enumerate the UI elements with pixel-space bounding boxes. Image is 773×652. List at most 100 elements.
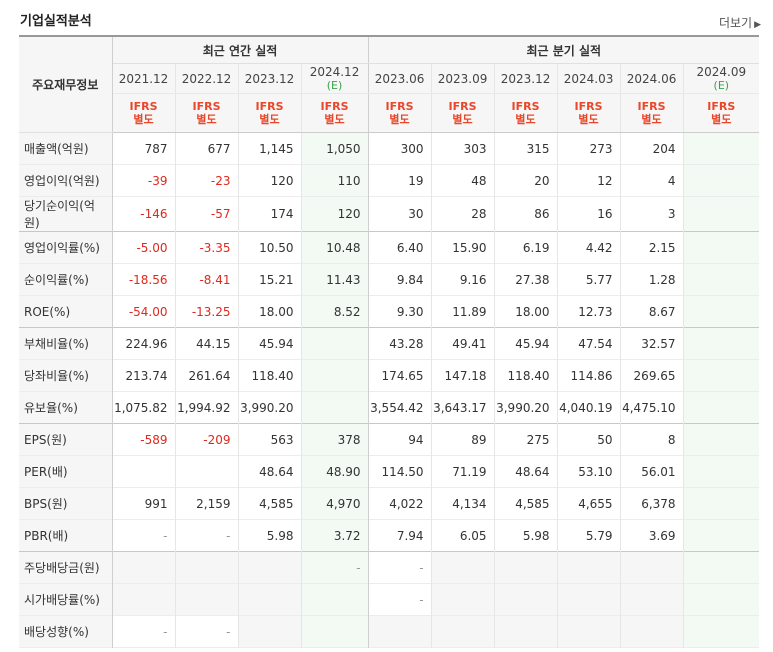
value-cell: 47.54 bbox=[557, 327, 621, 360]
ifrs-label: IFRS bbox=[707, 100, 736, 113]
row-label: PER(배) bbox=[19, 455, 113, 488]
value-cell bbox=[494, 615, 558, 648]
ifrs-label: IFRS bbox=[320, 100, 349, 113]
value-cell: 120 bbox=[238, 164, 302, 197]
value-cell: 71.19 bbox=[431, 455, 495, 488]
value-cell: 5.98 bbox=[238, 519, 302, 552]
value-cell bbox=[301, 327, 369, 360]
row-label: 영업이익(억원) bbox=[19, 164, 113, 197]
value-cell: - bbox=[175, 519, 239, 552]
value-cell: 48 bbox=[431, 164, 495, 197]
ifrs-header: IFRS 별도 bbox=[112, 93, 176, 133]
value-cell bbox=[494, 583, 558, 616]
value-cell: 315 bbox=[494, 132, 558, 165]
value-cell: 3,643.17 bbox=[431, 391, 495, 424]
ifrs-header: IFRS 별도 bbox=[175, 93, 239, 133]
period-header: 2023.12 bbox=[238, 63, 302, 94]
value-cell: 10.50 bbox=[238, 231, 302, 264]
value-cell bbox=[683, 164, 760, 197]
value-cell: -23 bbox=[175, 164, 239, 197]
value-cell: 114.86 bbox=[557, 359, 621, 392]
table-row: ROE(%) -54.00 -13.25 18.00 8.52 9.30 11.89 18.0… bbox=[19, 295, 760, 328]
value-cell: 1.28 bbox=[620, 263, 684, 296]
value-cell: 48.90 bbox=[301, 455, 369, 488]
more-link[interactable]: 더보기 ▶ bbox=[719, 14, 761, 31]
value-cell: 3,990.20 bbox=[238, 391, 302, 424]
row-label: EPS(원) bbox=[19, 423, 113, 456]
ifrs-label: IFRS bbox=[448, 100, 477, 113]
value-cell: 204 bbox=[620, 132, 684, 165]
value-cell: 118.40 bbox=[238, 359, 302, 392]
value-cell: - bbox=[112, 519, 176, 552]
separate-label: 별도 bbox=[711, 113, 732, 126]
value-cell: 6.40 bbox=[368, 231, 432, 264]
separate-label: 별도 bbox=[259, 113, 280, 126]
value-cell: 43.28 bbox=[368, 327, 432, 360]
value-cell: 3.72 bbox=[301, 519, 369, 552]
table-row: 순이익률(%) -18.56 -8.41 15.21 11.43 9.84 9.16 27.3… bbox=[19, 263, 760, 296]
value-cell: 303 bbox=[431, 132, 495, 165]
value-cell: 787 bbox=[112, 132, 176, 165]
period-header: 2023.06 bbox=[368, 63, 432, 94]
table-row: 유보율(%) 1,075.82 1,994.92 3,990.20 3,554.42 3,… bbox=[19, 391, 760, 424]
value-cell: 20 bbox=[494, 164, 558, 197]
period-label: 2024.12 bbox=[309, 65, 360, 79]
value-cell bbox=[683, 551, 760, 584]
value-cell: -54.00 bbox=[112, 295, 176, 328]
value-cell bbox=[238, 551, 302, 584]
value-cell: 4,040.19 bbox=[557, 391, 621, 424]
value-cell bbox=[683, 196, 760, 232]
table-row: 영업이익(억원) -39 -23 120 110 19 48 20 12 4 bbox=[19, 164, 760, 197]
value-cell: -57 bbox=[175, 196, 239, 232]
value-cell: 45.94 bbox=[494, 327, 558, 360]
period-header: 2024.06 bbox=[620, 63, 684, 94]
value-cell: 5.98 bbox=[494, 519, 558, 552]
period-label: 2024.06 bbox=[626, 71, 677, 86]
value-cell: 9.84 bbox=[368, 263, 432, 296]
ifrs-header: IFRS 별도 bbox=[431, 93, 495, 133]
value-cell: -146 bbox=[112, 196, 176, 232]
value-cell: - bbox=[368, 551, 432, 584]
period-label: 2023.12 bbox=[500, 71, 551, 86]
value-cell: 4,655 bbox=[557, 487, 621, 520]
value-cell: 4,585 bbox=[494, 487, 558, 520]
value-cell: 6.05 bbox=[431, 519, 495, 552]
table-row: 당기순이익(억원) -146 -57 174 120 30 28 86 16 3 bbox=[19, 196, 760, 232]
value-cell: 4.42 bbox=[557, 231, 621, 264]
value-cell: 5.77 bbox=[557, 263, 621, 296]
value-cell: 4,134 bbox=[431, 487, 495, 520]
value-cell: 9.30 bbox=[368, 295, 432, 328]
separate-label: 별도 bbox=[452, 113, 473, 126]
period-header: 2024.03 bbox=[557, 63, 621, 94]
value-cell bbox=[683, 423, 760, 456]
value-cell: 147.18 bbox=[431, 359, 495, 392]
value-cell: 6,378 bbox=[620, 487, 684, 520]
value-cell bbox=[494, 551, 558, 584]
value-cell: 4,585 bbox=[238, 487, 302, 520]
ifrs-header: IFRS 별도 bbox=[301, 93, 369, 133]
table-row: 주당배당금(원) - - bbox=[19, 551, 760, 584]
value-cell: 53.10 bbox=[557, 455, 621, 488]
value-cell: 12.73 bbox=[557, 295, 621, 328]
value-cell: 1,075.82 bbox=[112, 391, 176, 424]
table-row: 시가배당률(%) - bbox=[19, 583, 760, 616]
ifrs-label: IFRS bbox=[129, 100, 158, 113]
ifrs-header: IFRS 별도 bbox=[620, 93, 684, 133]
value-cell: 1,145 bbox=[238, 132, 302, 165]
value-cell bbox=[620, 615, 684, 648]
row-label: 유보율(%) bbox=[19, 391, 113, 424]
value-cell: 89 bbox=[431, 423, 495, 456]
value-cell bbox=[301, 391, 369, 424]
value-cell bbox=[683, 132, 760, 165]
ifrs-header: IFRS 별도 bbox=[238, 93, 302, 133]
value-cell: 8.52 bbox=[301, 295, 369, 328]
value-cell bbox=[301, 615, 369, 648]
value-cell: 3 bbox=[620, 196, 684, 232]
value-cell: 563 bbox=[238, 423, 302, 456]
value-cell: 94 bbox=[368, 423, 432, 456]
value-cell: 174.65 bbox=[368, 359, 432, 392]
row-label: 시가배당률(%) bbox=[19, 583, 113, 616]
value-cell: 11.89 bbox=[431, 295, 495, 328]
period-label: 2022.12 bbox=[181, 71, 232, 86]
value-cell bbox=[683, 263, 760, 296]
